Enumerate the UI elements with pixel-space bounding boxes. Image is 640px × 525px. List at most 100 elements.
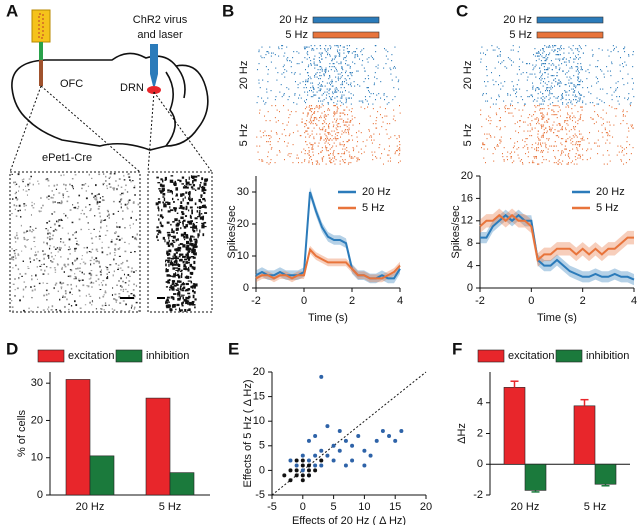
spike bbox=[626, 153, 628, 155]
spike bbox=[321, 159, 323, 161]
point bbox=[319, 458, 324, 463]
speck bbox=[100, 274, 102, 276]
spike bbox=[482, 142, 484, 144]
spike bbox=[565, 99, 567, 101]
spike bbox=[323, 120, 325, 122]
speck bbox=[97, 260, 100, 262]
spike bbox=[580, 63, 582, 65]
spike bbox=[503, 147, 505, 149]
spike bbox=[364, 78, 366, 80]
spike bbox=[620, 123, 622, 125]
spike bbox=[547, 69, 549, 71]
speck bbox=[15, 191, 17, 193]
speck bbox=[95, 257, 98, 260]
speck bbox=[84, 182, 87, 185]
speck bbox=[156, 229, 158, 232]
mouse-line-label: ePet1-Cre bbox=[42, 152, 92, 164]
spike bbox=[313, 94, 315, 96]
speck bbox=[181, 212, 185, 216]
spike bbox=[597, 60, 599, 62]
spike bbox=[283, 105, 285, 107]
spike bbox=[335, 133, 337, 135]
point bbox=[350, 458, 355, 463]
speck bbox=[117, 268, 119, 271]
spike bbox=[511, 64, 513, 66]
speck bbox=[81, 209, 84, 212]
spike bbox=[335, 139, 337, 141]
speck bbox=[38, 259, 41, 262]
speck bbox=[101, 251, 104, 254]
spike bbox=[581, 109, 583, 111]
spike bbox=[533, 54, 535, 56]
y-tick-label: 0 bbox=[259, 464, 265, 476]
speck bbox=[130, 306, 132, 309]
spike bbox=[332, 85, 334, 87]
spike bbox=[569, 150, 571, 152]
spike bbox=[626, 123, 628, 125]
spike bbox=[259, 112, 261, 114]
speck bbox=[98, 235, 101, 237]
spike bbox=[548, 126, 550, 128]
spike bbox=[344, 78, 346, 80]
spike bbox=[542, 57, 544, 59]
spike bbox=[374, 72, 376, 74]
speck bbox=[109, 264, 112, 266]
spike bbox=[496, 126, 498, 128]
x-tick-label: -2 bbox=[475, 295, 485, 307]
legend-label: excitation bbox=[68, 350, 114, 362]
spike bbox=[310, 156, 312, 158]
spike bbox=[536, 156, 538, 158]
spike bbox=[519, 160, 521, 162]
spike bbox=[622, 66, 624, 68]
spike bbox=[281, 133, 283, 135]
spike bbox=[338, 123, 340, 125]
spike bbox=[616, 96, 618, 98]
spike bbox=[349, 84, 351, 86]
spike bbox=[363, 151, 365, 153]
spike bbox=[289, 156, 291, 158]
speck bbox=[204, 189, 207, 192]
spike bbox=[341, 82, 343, 84]
spike bbox=[512, 115, 514, 117]
spike bbox=[321, 147, 323, 149]
spike bbox=[575, 135, 577, 137]
y-tick-label: 0 bbox=[467, 282, 473, 294]
speck bbox=[95, 308, 98, 310]
spike bbox=[317, 160, 319, 162]
spike bbox=[343, 87, 345, 89]
spike bbox=[531, 94, 533, 96]
spike bbox=[319, 129, 321, 131]
speck bbox=[165, 259, 169, 262]
spike bbox=[316, 105, 318, 107]
spike bbox=[321, 67, 323, 69]
spike bbox=[283, 159, 285, 161]
spike bbox=[398, 154, 400, 156]
spike bbox=[338, 63, 340, 65]
spike bbox=[630, 153, 632, 155]
speck bbox=[173, 257, 176, 260]
spike bbox=[345, 121, 347, 123]
speck bbox=[133, 295, 136, 298]
spike bbox=[371, 136, 373, 138]
speck bbox=[181, 206, 183, 210]
spike bbox=[305, 79, 307, 81]
spike bbox=[541, 75, 543, 77]
speck bbox=[31, 204, 34, 207]
spike bbox=[314, 64, 316, 66]
speck bbox=[31, 274, 33, 277]
speck bbox=[88, 278, 91, 280]
speck bbox=[76, 240, 78, 242]
spike bbox=[608, 121, 610, 123]
spike bbox=[318, 153, 320, 155]
spike bbox=[565, 64, 567, 66]
spike bbox=[352, 124, 354, 126]
spike bbox=[541, 118, 543, 120]
spike bbox=[498, 108, 500, 110]
spike bbox=[553, 51, 555, 53]
speck bbox=[127, 266, 130, 269]
spike bbox=[625, 147, 627, 149]
speck bbox=[100, 308, 103, 311]
spike bbox=[533, 67, 535, 69]
spike bbox=[374, 99, 376, 101]
speck bbox=[17, 237, 19, 240]
